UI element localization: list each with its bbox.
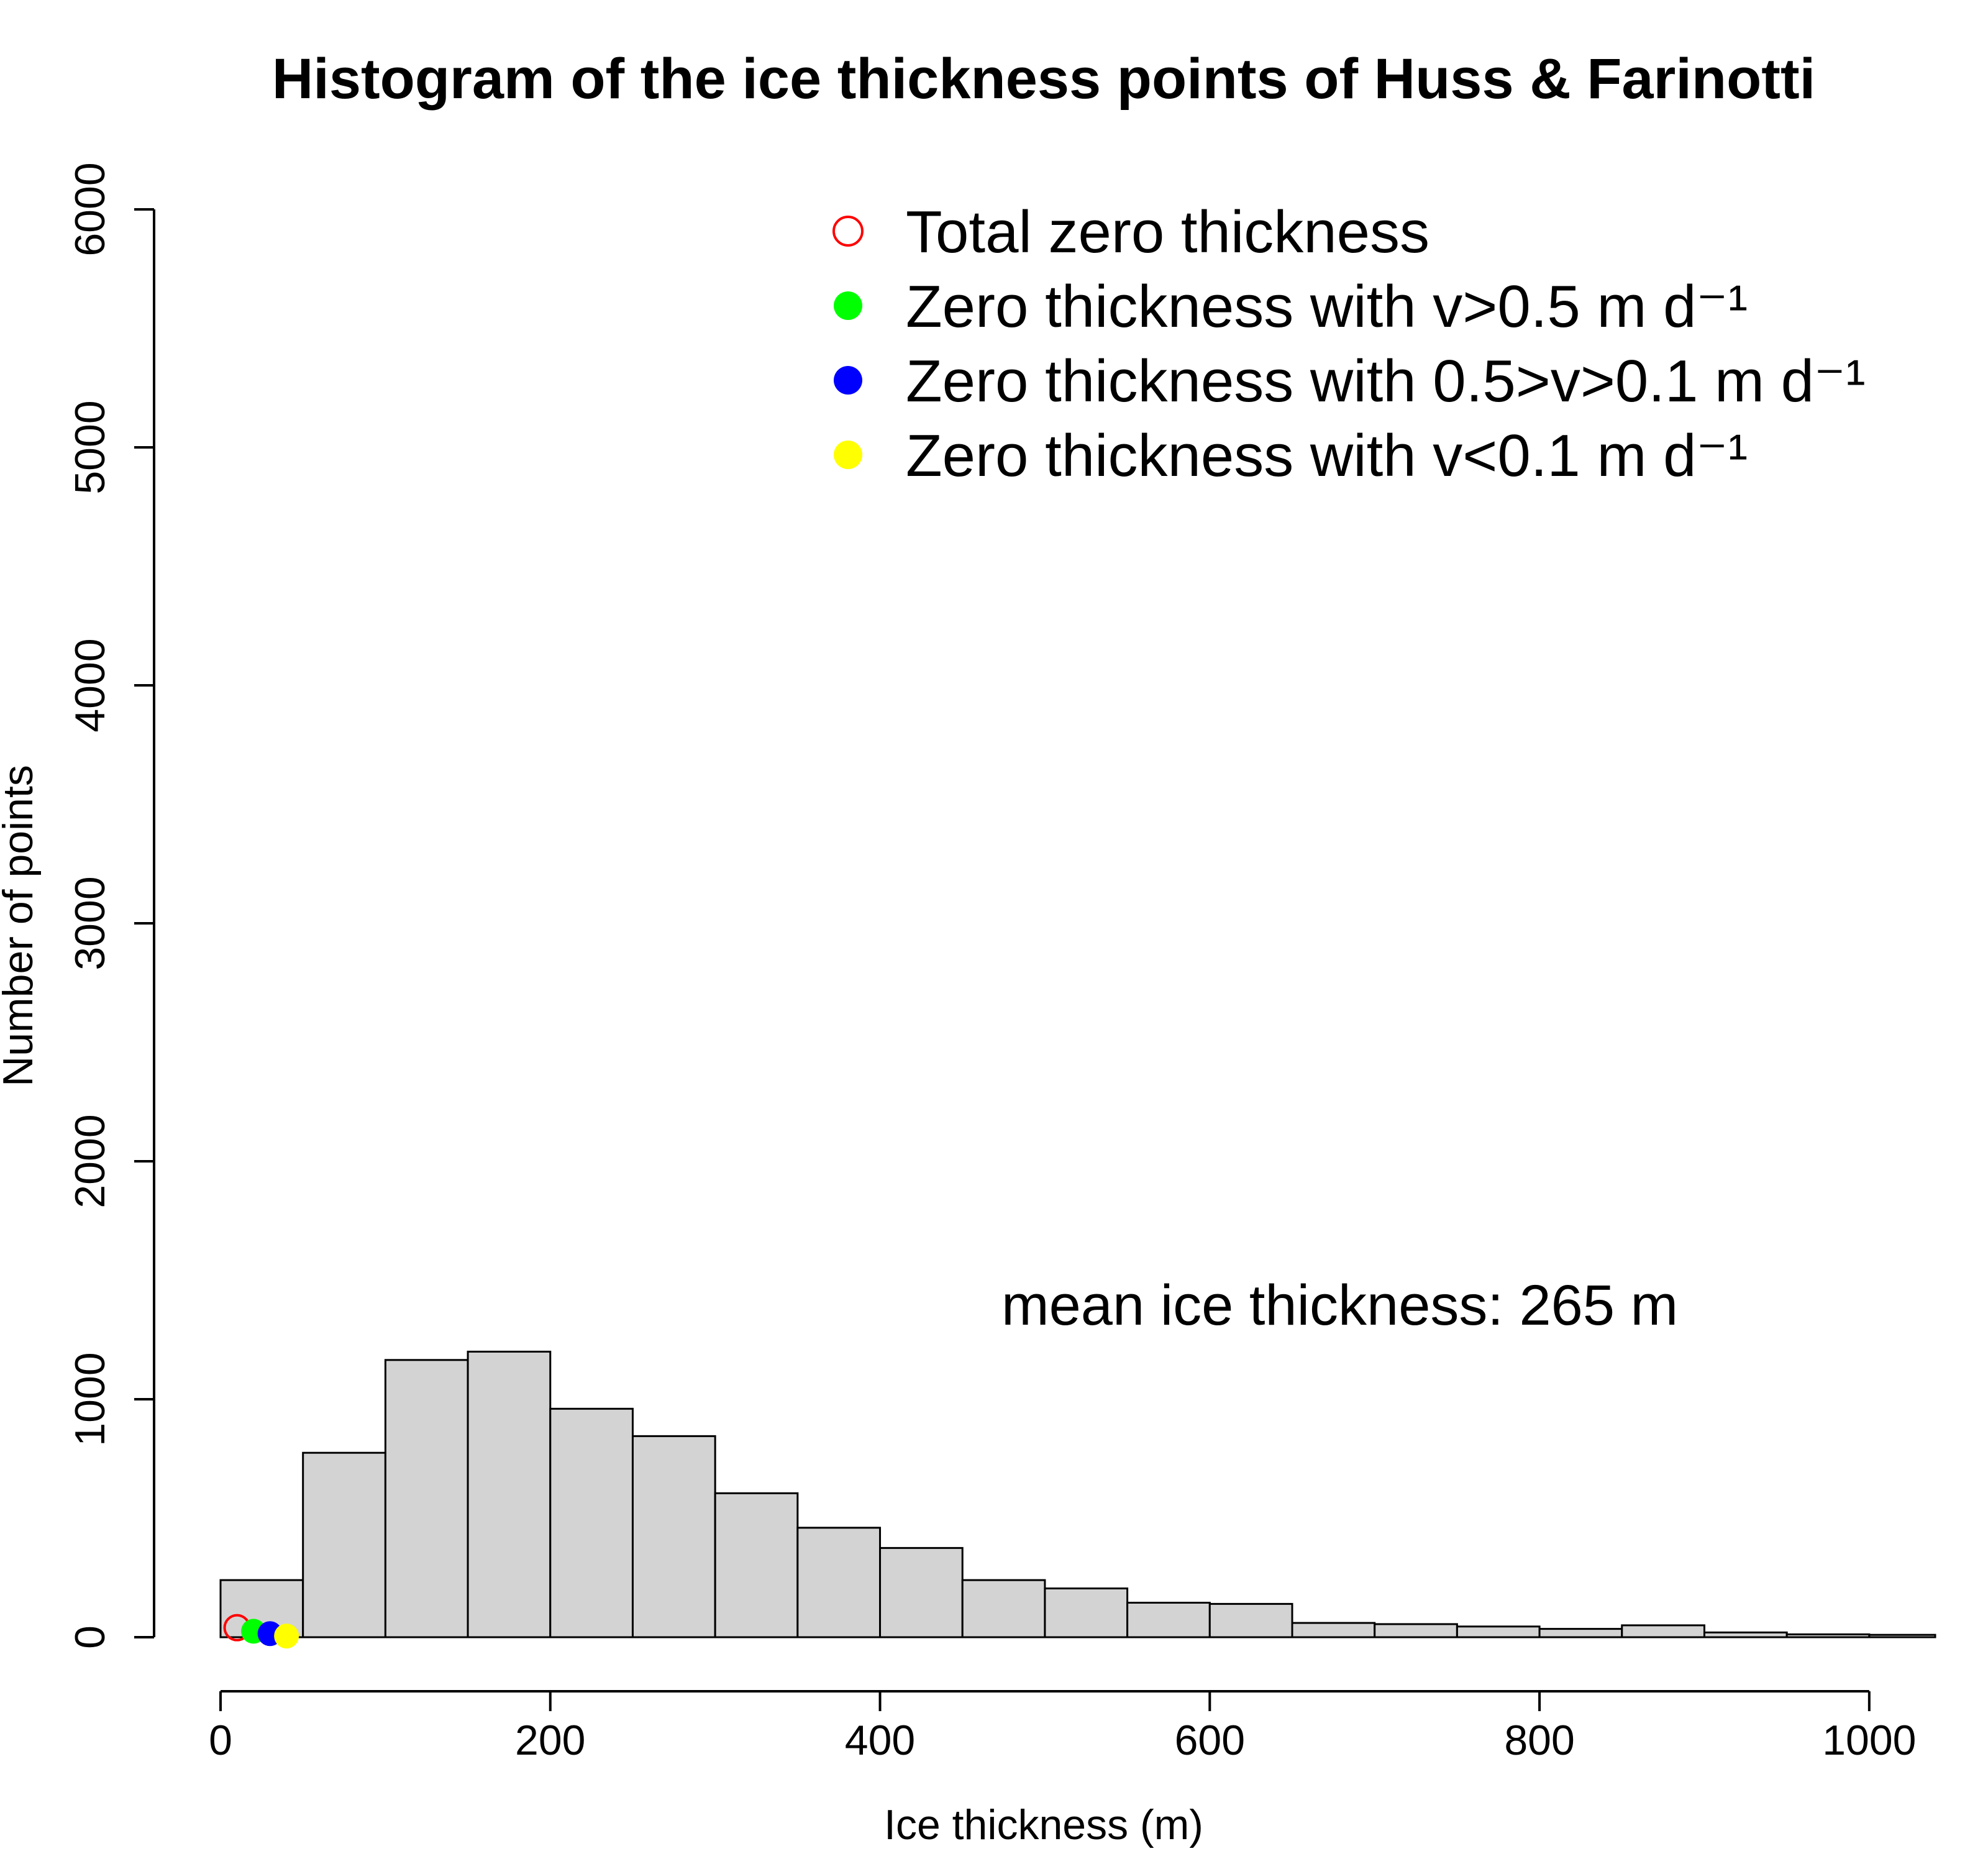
y-tick-label-5: 5000: [66, 400, 114, 494]
legend-marker-1: [834, 291, 862, 320]
legend-label-2: Zero thickness with 0.5>v>0.1 m d⁻¹: [906, 348, 1866, 414]
x-tick-label-1: 200: [515, 1717, 585, 1764]
x-tick-label-2: 400: [845, 1717, 915, 1764]
x-tick-label-4: 800: [1504, 1717, 1574, 1764]
y-tick-label-0: 0: [66, 1625, 114, 1649]
chart-title: Histogram of the ice thickness points of…: [272, 47, 1815, 111]
legend-label-1: Zero thickness with v>0.5 m d⁻¹: [906, 273, 1748, 340]
y-tick-label-1: 1000: [66, 1352, 114, 1446]
legend-marker-2: [834, 366, 862, 395]
legend: Total zero thickness Zero thickness with …: [832, 199, 1866, 489]
histogram-bar-20: [1868, 1633, 1936, 1638]
histogram-bar-2: [384, 1359, 469, 1638]
histogram-bar-8: [879, 1546, 964, 1638]
histogram-bar-5: [631, 1435, 716, 1638]
histogram-bar-14: [1374, 1623, 1458, 1638]
histogram-bar-6: [714, 1492, 799, 1638]
histogram-bar-10: [1044, 1587, 1129, 1638]
mean-thickness-annotation: mean ice thickness: 265 m: [1001, 1274, 1678, 1337]
marker-3: [274, 1624, 299, 1649]
histogram-bar-7: [796, 1527, 882, 1638]
x-tick-label-0: 0: [209, 1717, 232, 1764]
histogram-bar-15: [1456, 1625, 1541, 1638]
histogram-bar-9: [961, 1579, 1046, 1638]
histogram-bar-12: [1208, 1602, 1293, 1638]
y-axis-label: Number of points: [0, 765, 42, 1087]
histogram-bar-16: [1538, 1628, 1623, 1638]
histogram-bar-1: [302, 1451, 386, 1638]
histogram-bars: [219, 1350, 1936, 1638]
histogram-bar-4: [549, 1407, 634, 1638]
histogram-bar-3: [467, 1350, 552, 1638]
legend-marker-0: [832, 216, 864, 247]
x-tick-label-5: 1000: [1822, 1717, 1916, 1764]
y-tick-label-4: 4000: [66, 638, 114, 732]
legend-label-0: Total zero thickness: [906, 199, 1429, 265]
y-tick-label-6: 6000: [66, 162, 114, 256]
legend-marker-3: [834, 441, 862, 469]
x-tick-label-3: 600: [1175, 1717, 1245, 1764]
histogram-bar-18: [1703, 1631, 1788, 1638]
x-axis: 0 200 400 600 800 1000: [209, 1690, 1916, 1764]
histogram-bar-13: [1291, 1622, 1376, 1638]
histogram-bar-11: [1126, 1601, 1211, 1638]
histogram-bar-19: [1785, 1633, 1871, 1638]
y-axis: 0 1000 2000 3000 4000 5000 6000: [66, 162, 155, 1649]
x-axis-label: Ice thickness (m): [884, 1801, 1203, 1848]
legend-label-3: Zero thickness with v<0.1 m d⁻¹: [906, 423, 1748, 489]
histogram-bar-17: [1621, 1624, 1705, 1638]
zero-thickness-markers: [223, 1614, 299, 1649]
y-tick-label-2: 2000: [66, 1114, 114, 1208]
y-tick-label-3: 3000: [66, 876, 114, 970]
